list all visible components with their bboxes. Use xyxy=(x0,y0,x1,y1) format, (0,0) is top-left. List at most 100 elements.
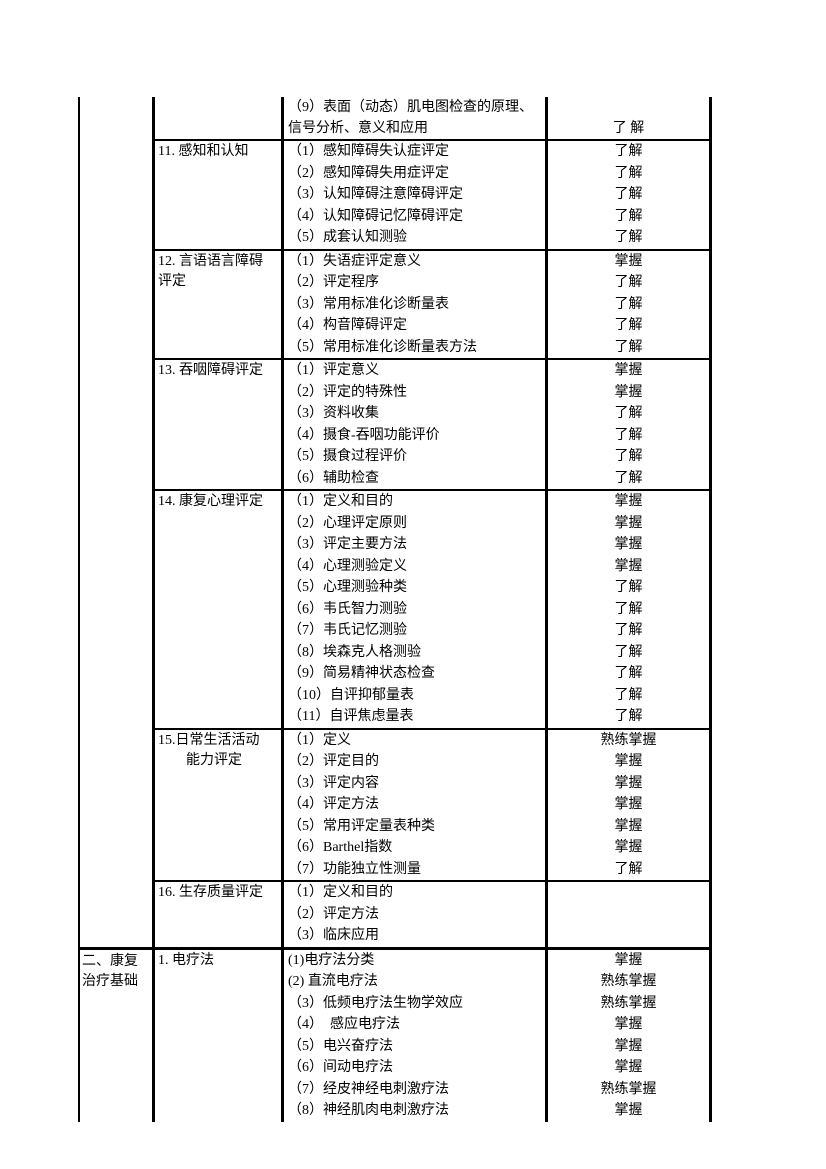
item-text: （11）自评焦虑量表 xyxy=(288,709,414,724)
mastery-level: 了解 xyxy=(545,424,709,446)
topic-cell: 16. 生存质量评定 xyxy=(155,882,284,947)
item-text: （6）Barthel指数 xyxy=(288,840,393,855)
syllabus-section: 1. 电疗法 (1)电疗法分类 掌握 (2) 直流电疗法 熟练掌握 （3）低频电… xyxy=(155,949,709,1122)
mastery-level: 了解 xyxy=(545,620,709,642)
syllabus-section: 12. 言语语言障碍 评定 （1）失语症评定意义 掌握 （2）评定程序 了解 （… xyxy=(155,250,709,360)
mastery-level: 了解 xyxy=(545,205,709,227)
table-row: （4）评定方法 掌握 xyxy=(284,794,709,816)
table-row: （10）自评抑郁量表 了解 xyxy=(284,684,709,706)
item-text: （1）评定意义 xyxy=(288,363,379,378)
mastery-level: 了解 xyxy=(545,227,709,249)
item-text: （1）感知障碍失认症评定 xyxy=(288,144,449,159)
topic-cell: 11. 感知和认知 xyxy=(155,141,284,249)
table-row: （2）评定程序 了解 xyxy=(284,272,709,294)
table-row: （2）评定方法 xyxy=(284,903,709,925)
table-row: （8）埃森克人格测验 了解 xyxy=(284,641,709,663)
table-row: （3）常用标准化诊断量表 了解 xyxy=(284,293,709,315)
topic-cell: 14. 康复心理评定 xyxy=(155,491,284,728)
item-text: （5）常用标准化诊断量表方法 xyxy=(288,339,477,355)
mastery-level: 掌握 xyxy=(545,250,709,272)
table-row: （9）简易精神状态检查 了解 xyxy=(284,663,709,685)
table-row: （6）间动电疗法 掌握 xyxy=(284,1057,709,1079)
table-row: （7）韦氏记忆测验 了解 xyxy=(284,620,709,642)
item-text: （5）常用评定量表种类 xyxy=(288,818,435,834)
item-text: （6）韦氏智力测验 xyxy=(288,601,407,617)
item-text: （2）感知障碍失用症评定 xyxy=(288,165,449,181)
table-row: （7）功能独立性测量 了解 xyxy=(284,858,709,880)
item-text: （4）认知障碍记忆障碍评定 xyxy=(288,208,463,224)
mastery-level: 熟练掌握 xyxy=(545,1078,709,1100)
table-row: （5）常用评定量表种类 掌握 xyxy=(284,815,709,837)
topic-cell: 15.日常生活活动 能力评定 xyxy=(155,729,284,880)
item-list: （1）失语症评定意义 掌握 （2）评定程序 了解 （3）常用标准化诊断量表 了解… xyxy=(284,250,709,358)
mastery-level: 了解 xyxy=(545,272,709,294)
item-text: （4）评定方法 xyxy=(288,797,379,812)
topic-cell: 1. 电疗法 xyxy=(155,949,284,1122)
item-list: （9）表面（动态）肌电图检查的原理、 信号分析、意义和应用 了 解 xyxy=(284,97,709,139)
table-row: (2) 直流电疗法 熟练掌握 xyxy=(284,971,709,993)
item-text: （5）成套认知测验 xyxy=(288,230,407,245)
mastery-level: 了解 xyxy=(545,184,709,206)
mastery-level: 了解 xyxy=(545,858,709,880)
item-text: （1）定义和目的 xyxy=(288,494,393,509)
mastery-level: 掌握 xyxy=(545,751,709,773)
mastery-level: 掌握 xyxy=(545,381,709,403)
item-text: （1）定义和目的 xyxy=(288,885,393,900)
syllabus-section: 13. 吞咽障碍评定 （1）评定意义 掌握 （2）评定的特殊性 掌握 （3）资料… xyxy=(155,360,709,491)
mastery-level: 掌握 xyxy=(545,837,709,859)
part-label: 二、康复 治疗基础 xyxy=(80,949,155,1122)
mastery-level: 了解 xyxy=(545,336,709,358)
mastery-level: 掌握 xyxy=(545,1014,709,1036)
item-list: （1）定义和目的 （2）评定方法 （3）临床应用 xyxy=(284,882,709,947)
mastery-level: 掌握 xyxy=(545,360,709,382)
mastery-level: 了解 xyxy=(545,403,709,425)
table-row: （4）摄食-吞咽功能评价 了解 xyxy=(284,424,709,446)
table-row: （1）评定意义 掌握 xyxy=(284,360,709,382)
table-row: （2）心理评定原则 掌握 xyxy=(284,512,709,534)
mastery-level: 了解 xyxy=(545,315,709,337)
item-text: （4）摄食-吞咽功能评价 xyxy=(288,427,440,443)
table-row: （7）经皮神经电刺激疗法 熟练掌握 xyxy=(284,1078,709,1100)
mastery-level: 掌握 xyxy=(545,1035,709,1057)
item-text: （8）神经肌肉电刺激疗法 xyxy=(288,1103,449,1118)
part-label-empty xyxy=(80,97,155,947)
mastery-level: 掌握 xyxy=(545,949,709,971)
table-row: （8）神经肌肉电刺激疗法 掌握 xyxy=(284,1100,709,1122)
item-text: （1）失语症评定意义 xyxy=(288,253,421,269)
item-text: （2）评定程序 xyxy=(288,275,379,290)
mastery-level xyxy=(545,903,709,925)
syllabus-table: （9）表面（动态）肌电图检查的原理、 信号分析、意义和应用 了 解 11. 感知… xyxy=(78,97,712,1122)
mastery-level: 掌握 xyxy=(545,794,709,816)
topic-cell xyxy=(155,97,284,139)
part-1-sections: （9）表面（动态）肌电图检查的原理、 信号分析、意义和应用 了 解 11. 感知… xyxy=(155,97,709,947)
table-row: （6）辅助检查 了解 xyxy=(284,467,709,489)
item-text: （4）心理测验定义 xyxy=(288,558,407,574)
table-row: （5）电兴奋疗法 掌握 xyxy=(284,1035,709,1057)
part-band-2: 二、康复 治疗基础 1. 电疗法 (1)电疗法分类 掌握 (2) 直流电疗法 熟… xyxy=(80,946,709,1122)
table-row: （3）低频电疗法生物学效应 熟练掌握 xyxy=(284,992,709,1014)
mastery-level: 了解 xyxy=(545,598,709,620)
table-row: （3）评定主要方法 掌握 xyxy=(284,534,709,556)
item-text: （9）简易精神状态检查 xyxy=(288,666,435,681)
mastery-level: 掌握 xyxy=(545,512,709,534)
item-list: （1）评定意义 掌握 （2）评定的特殊性 掌握 （3）资料收集 了解 （4）摄食… xyxy=(284,360,709,489)
part-band-1: （9）表面（动态）肌电图检查的原理、 信号分析、意义和应用 了 解 11. 感知… xyxy=(80,97,709,947)
syllabus-section: 11. 感知和认知 （1）感知障碍失认症评定 了解 （2）感知障碍失用症评定 了… xyxy=(155,141,709,251)
item-text: （3）低频电疗法生物学效应 xyxy=(288,995,463,1011)
mastery-level: 了解 xyxy=(545,467,709,489)
item-text: （3）评定内容 xyxy=(288,775,379,791)
table-row: （6）Barthel指数 掌握 xyxy=(284,837,709,859)
mastery-level: 掌握 xyxy=(545,534,709,556)
table-row: （9）表面（动态）肌电图检查的原理、 信号分析、意义和应用 了 解 xyxy=(284,97,709,139)
item-text: （7）经皮神经电刺激疗法 xyxy=(288,1081,449,1097)
mastery-level: 了解 xyxy=(545,663,709,685)
item-text: （7）韦氏记忆测验 xyxy=(288,623,407,638)
syllabus-section: 15.日常生活活动 能力评定 （1）定义 熟练掌握 （2）评定目的 掌握 （3）… xyxy=(155,729,709,882)
table-row: (1)电疗法分类 掌握 xyxy=(284,949,709,971)
mastery-level: 了解 xyxy=(545,162,709,184)
mastery-level: 掌握 xyxy=(545,772,709,794)
item-text: （7）功能独立性测量 xyxy=(288,861,421,877)
mastery-level: 了解 xyxy=(545,706,709,728)
syllabus-section: （9）表面（动态）肌电图检查的原理、 信号分析、意义和应用 了 解 xyxy=(155,97,709,141)
